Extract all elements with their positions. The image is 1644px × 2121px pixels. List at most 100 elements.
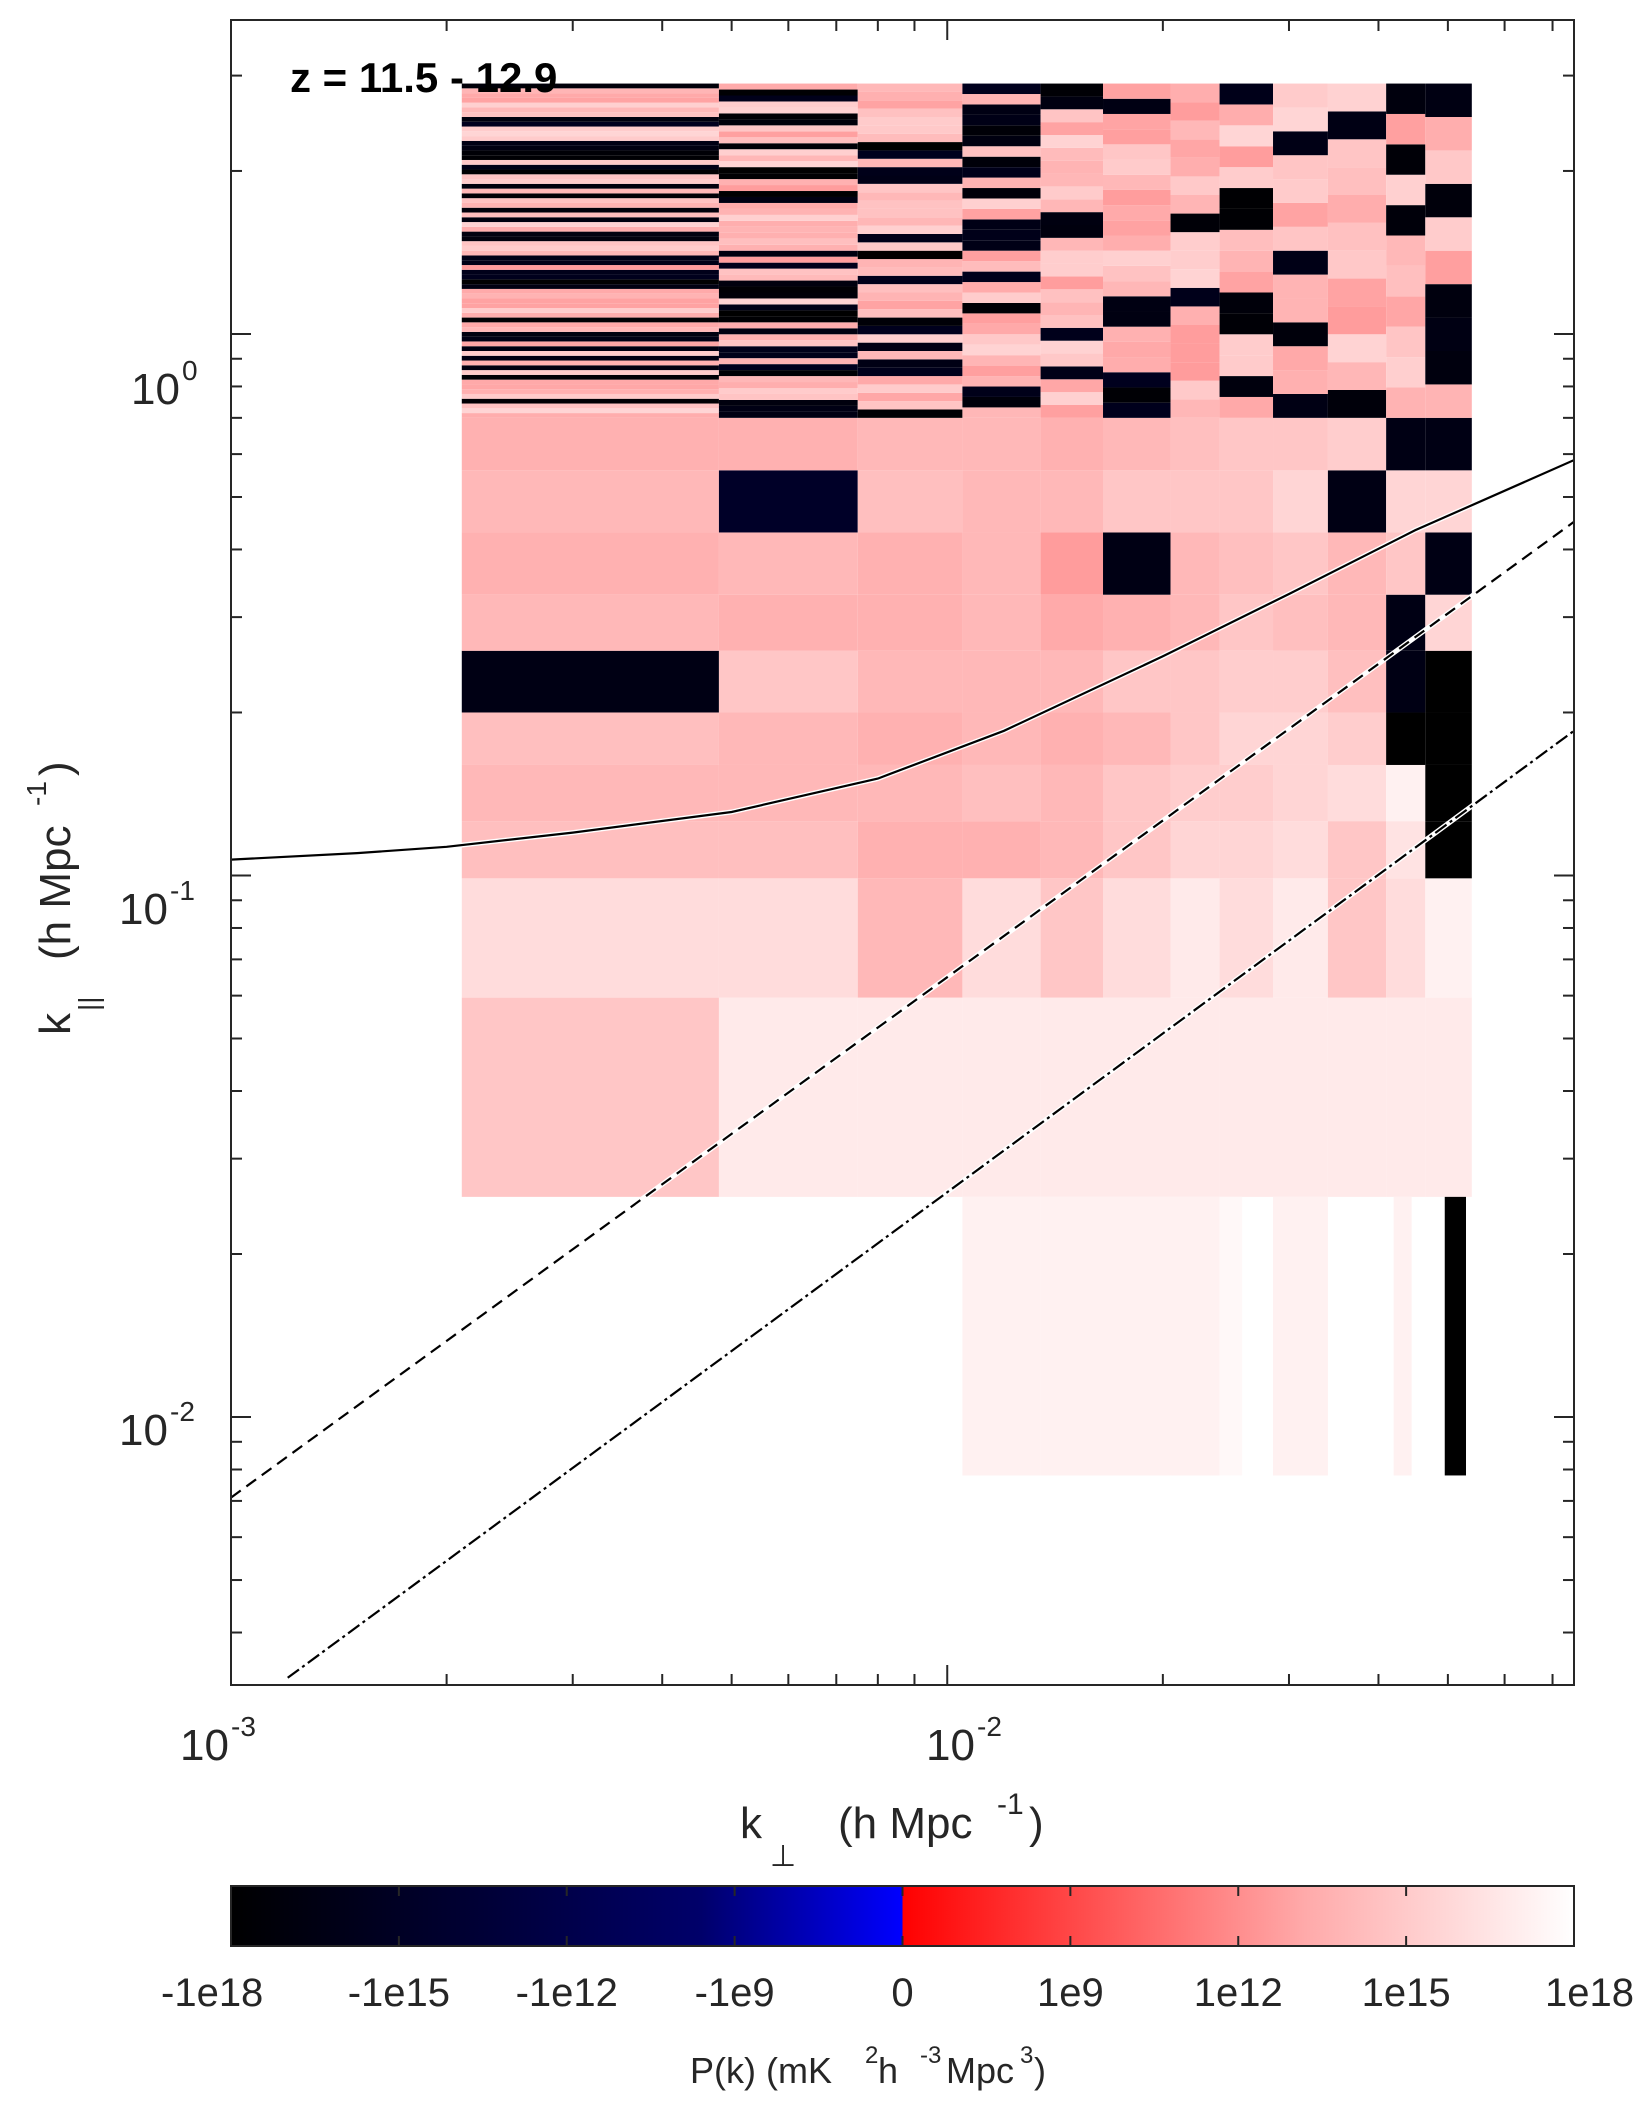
heatmap-cell bbox=[857, 532, 963, 595]
heatmap-cell bbox=[461, 269, 719, 275]
heatmap-cell bbox=[1103, 357, 1171, 373]
heatmap-cell bbox=[1425, 317, 1472, 351]
heatmap-cell bbox=[718, 878, 858, 998]
minor-ticks bbox=[230, 20, 1574, 1685]
heatmap-cell bbox=[1273, 274, 1328, 299]
heatmap-cell bbox=[461, 183, 719, 189]
heatmap-cell bbox=[1327, 532, 1387, 595]
heatmap-cell bbox=[1273, 370, 1328, 394]
svg-text:3: 3 bbox=[1020, 2042, 1033, 2069]
heatmap-cell bbox=[718, 388, 858, 394]
heatmap-cell bbox=[1040, 250, 1104, 264]
heatmap-cell bbox=[1103, 341, 1171, 358]
heatmap-cell bbox=[718, 310, 858, 317]
heatmap-cell bbox=[718, 167, 858, 174]
heatmap-cell bbox=[1103, 764, 1171, 822]
heatmap-cell bbox=[962, 114, 1041, 126]
heatmap-cell bbox=[962, 764, 1041, 822]
heatmap-cell bbox=[718, 196, 858, 203]
heatmap-cell bbox=[718, 238, 858, 245]
svg-text:10: 10 bbox=[119, 1406, 168, 1455]
heatmap-cell bbox=[962, 313, 1041, 324]
heatmap-cell bbox=[1444, 1196, 1467, 1476]
heatmap-cell bbox=[1219, 334, 1274, 356]
heatmap-cell bbox=[1103, 220, 1171, 236]
heatmap-cell bbox=[1170, 139, 1220, 158]
heatmap-cell bbox=[718, 411, 858, 418]
heatmap-cell bbox=[1040, 417, 1104, 471]
heatmap-cell bbox=[1103, 712, 1171, 765]
heatmap-cell bbox=[962, 470, 1041, 533]
heatmap-cell bbox=[857, 712, 963, 765]
heatmap-cell bbox=[1170, 269, 1220, 288]
heatmap-cell bbox=[718, 268, 858, 275]
heatmap-cell bbox=[1103, 296, 1171, 312]
heatmap-cell bbox=[857, 158, 963, 168]
heatmap-cell bbox=[962, 271, 1041, 283]
heatmap-cell bbox=[1040, 109, 1104, 123]
heatmap-cell bbox=[1040, 147, 1104, 161]
heatmap-cell bbox=[1219, 313, 1274, 335]
heatmap-cell bbox=[857, 142, 963, 151]
heatmap-cell bbox=[1103, 265, 1171, 282]
heatmap-cell bbox=[461, 222, 719, 227]
plot-frame bbox=[230, 19, 1575, 1686]
heatmap-cell bbox=[857, 359, 963, 368]
heatmap-cell bbox=[857, 376, 963, 385]
heatmap-cell bbox=[1040, 314, 1104, 328]
heatmap-cell bbox=[962, 229, 1041, 241]
heatmap-cell bbox=[857, 150, 963, 159]
heatmap-cell bbox=[718, 399, 858, 406]
heatmap-cell bbox=[1170, 102, 1220, 121]
heatmap-cell bbox=[1219, 188, 1274, 209]
svg-text:): ) bbox=[1034, 2050, 1046, 2091]
heatmap-cell bbox=[461, 255, 719, 261]
heatmap-cell bbox=[718, 358, 858, 365]
heatmap-cell bbox=[1327, 389, 1387, 418]
heatmap-cell bbox=[962, 344, 1041, 356]
heatmap-cell bbox=[1273, 997, 1328, 1197]
heatmap-cell bbox=[1273, 650, 1328, 713]
heatmap-cell bbox=[461, 188, 719, 194]
heatmap-cell bbox=[1386, 113, 1426, 145]
heatmap-cell bbox=[1386, 205, 1426, 236]
dash-dot-line bbox=[287, 729, 1574, 1679]
heatmap-cell bbox=[857, 764, 963, 822]
svg-text:-1: -1 bbox=[21, 781, 52, 806]
heatmap-cell bbox=[1386, 764, 1426, 822]
heatmap-cell bbox=[461, 341, 719, 347]
heatmap-cell bbox=[1425, 650, 1472, 713]
heatmap-cell bbox=[1170, 250, 1220, 270]
heatmap-cell bbox=[718, 346, 858, 353]
horizon-curve bbox=[231, 459, 1574, 861]
heatmap-cell bbox=[461, 193, 719, 199]
heatmap-cell bbox=[718, 650, 858, 713]
heatmap-cell bbox=[718, 202, 858, 209]
heatmap-cell bbox=[461, 594, 719, 651]
heatmap-cell bbox=[857, 133, 963, 143]
heatmap-cell bbox=[461, 365, 719, 371]
heatmap-cell bbox=[1327, 362, 1387, 390]
heatmap-cell bbox=[1273, 1196, 1328, 1476]
heatmap-cell bbox=[1103, 1196, 1171, 1476]
heatmap-cell bbox=[962, 650, 1041, 713]
heatmap-cell bbox=[857, 470, 963, 533]
heatmap-cell bbox=[1103, 997, 1171, 1197]
heatmap-cell bbox=[1386, 712, 1426, 765]
heatmap-cell bbox=[1425, 417, 1472, 471]
heatmap-cell bbox=[718, 95, 858, 102]
heatmap-cell bbox=[1103, 387, 1171, 403]
heatmap-cell bbox=[1386, 326, 1426, 358]
heatmap-cell bbox=[1386, 470, 1426, 533]
heatmap-cell bbox=[1103, 372, 1171, 388]
heatmap-cell bbox=[1386, 997, 1426, 1197]
svg-text:-2: -2 bbox=[170, 1396, 195, 1427]
heatmap-cell bbox=[1103, 878, 1171, 998]
heatmap-cell bbox=[1386, 650, 1426, 713]
heatmap-cell bbox=[461, 112, 719, 117]
heatmap-cell bbox=[1040, 327, 1104, 341]
heatmap-cell bbox=[461, 360, 719, 366]
heatmap-cell bbox=[1040, 160, 1104, 174]
heatmap-cell bbox=[962, 1196, 1041, 1476]
heatmap-cell bbox=[1040, 594, 1104, 651]
